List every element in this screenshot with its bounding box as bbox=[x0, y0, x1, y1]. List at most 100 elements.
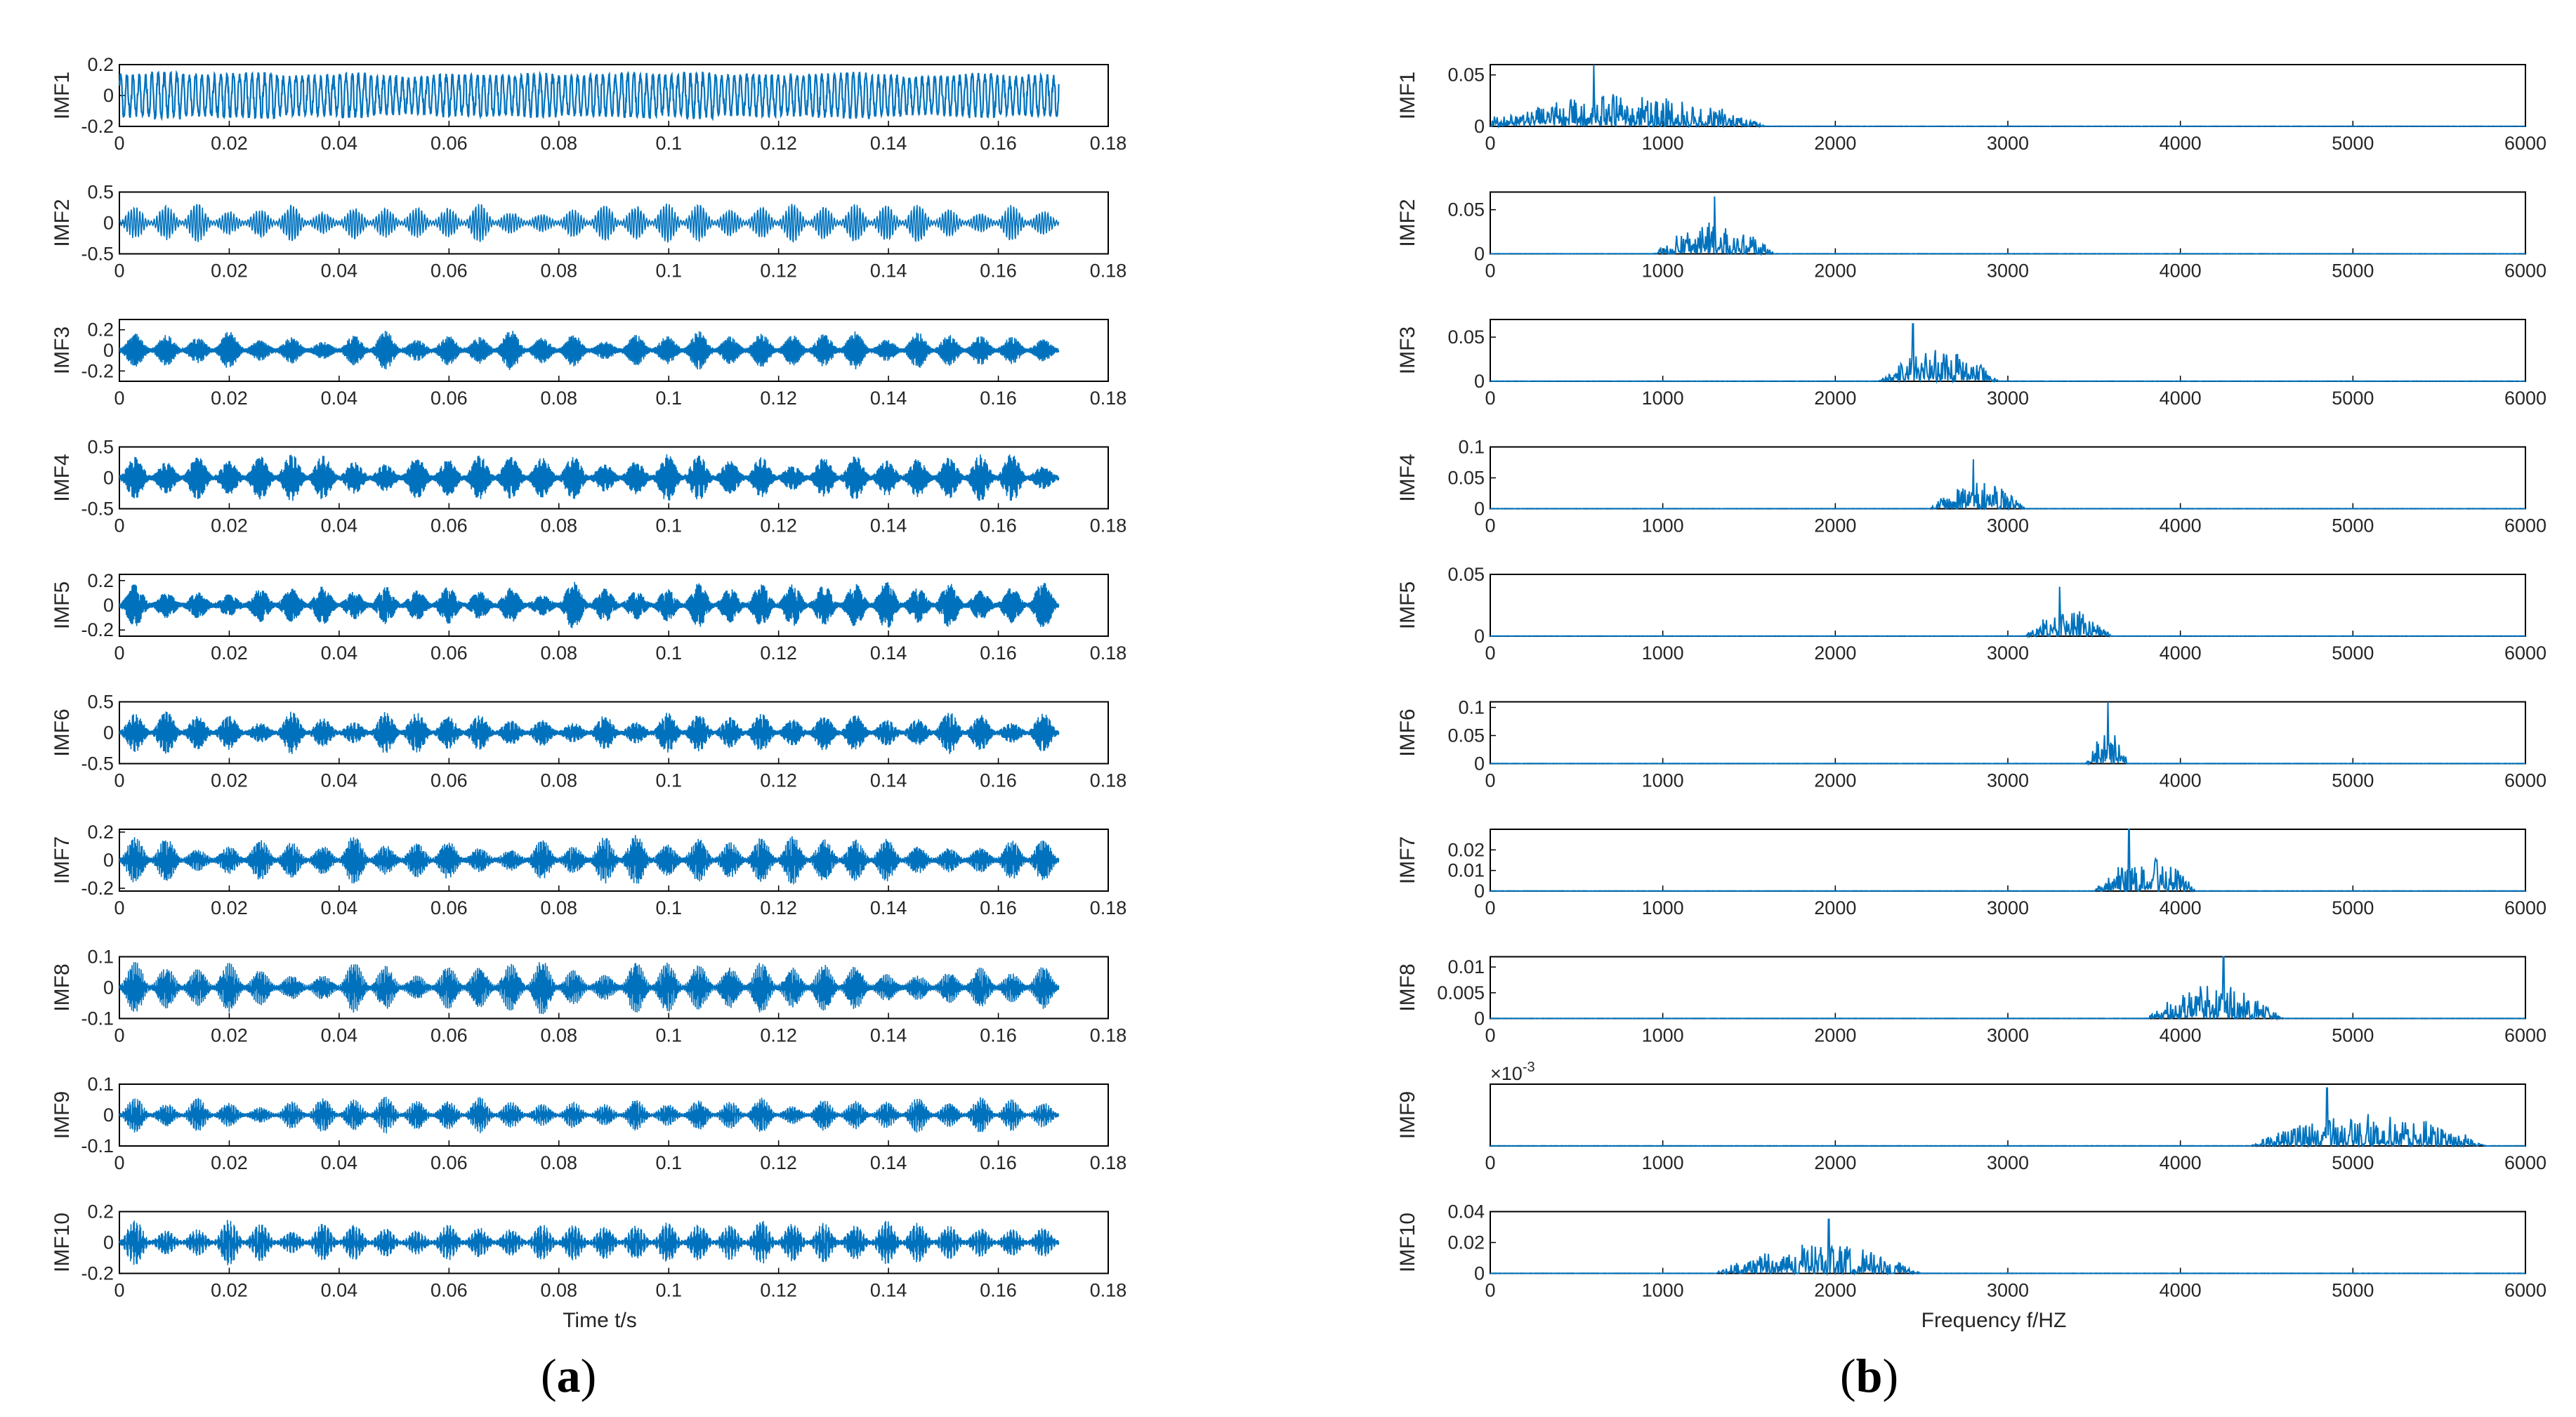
y-tick-label: 0 bbox=[103, 85, 114, 106]
y-tick-label: 0 bbox=[103, 340, 114, 361]
y-tick-label: 0.1 bbox=[87, 1074, 114, 1095]
x-tick-label: 0.16 bbox=[980, 515, 1017, 536]
x-tick-label: 2000 bbox=[1814, 770, 1856, 791]
x-tick-label: 0.18 bbox=[1090, 388, 1127, 409]
x-tick-label: 6000 bbox=[2504, 1152, 2547, 1173]
y-tick-label: 0 bbox=[1474, 371, 1485, 392]
y-tick-label: 0.05 bbox=[1447, 564, 1485, 585]
x-tick-label: 0.12 bbox=[760, 1152, 797, 1173]
x-tick-label: 0.1 bbox=[655, 770, 682, 791]
y-axis-label: IMF9 bbox=[51, 1091, 74, 1139]
x-tick-label: 0.06 bbox=[431, 1025, 468, 1046]
b-imf7-axes-box bbox=[1490, 829, 2526, 892]
panel-b-label: (b) bbox=[1840, 1349, 1899, 1402]
x-tick-label: 0 bbox=[114, 388, 124, 409]
y-tick-label: 0.5 bbox=[87, 182, 114, 203]
x-tick-label: 0.14 bbox=[870, 515, 907, 536]
x-tick-label: 0.04 bbox=[321, 642, 358, 664]
x-tick-label: 0.16 bbox=[980, 1025, 1017, 1046]
a-subplot-imf7: 0 0.02 0.04 0.06 0.08 0.1 0.12 0.14 0.16 0.18 0.2 0… bbox=[51, 822, 1126, 918]
y-tick-label: 0.01 bbox=[1447, 956, 1485, 977]
b-imf8-axes-box bbox=[1490, 956, 2526, 1020]
x-tick-label: 0.04 bbox=[321, 1025, 358, 1046]
x-tick-label: 0.18 bbox=[1090, 133, 1127, 154]
y-tick-label: 0.2 bbox=[87, 1201, 114, 1222]
x-tick-label: 0.18 bbox=[1090, 1152, 1127, 1173]
y-tick-label: -0.5 bbox=[81, 244, 114, 265]
y-tick-label: 0 bbox=[1474, 1008, 1485, 1029]
a-subplot-imf4: 0 0.02 0.04 0.06 0.08 0.1 0.12 0.14 0.16 0.18 0.5 0… bbox=[51, 437, 1126, 536]
y-tick-label: 0.2 bbox=[87, 570, 114, 591]
x-tick-label: 3000 bbox=[1987, 1152, 2029, 1173]
b-imf10-axes-box bbox=[1490, 1211, 2526, 1274]
y-axis-label: IMF10 bbox=[51, 1213, 74, 1272]
y-axis-label: IMF6 bbox=[51, 708, 74, 756]
x-tick-label: 0.16 bbox=[980, 261, 1017, 282]
x-tick-label: 0.12 bbox=[760, 515, 797, 536]
x-tick-label: 0.08 bbox=[540, 261, 577, 282]
x-tick-label: 0.04 bbox=[321, 1152, 358, 1173]
a-imf10-waveform bbox=[119, 1220, 1060, 1265]
y-axis-label: IMF5 bbox=[51, 581, 74, 629]
b-subplot-imf3: 0 1000 2000 3000 4000 5000 6000 0 0.05 IMF3 bbox=[1396, 319, 2547, 409]
x-tick-label: 0.02 bbox=[211, 1280, 248, 1301]
panel-a-time-domain: 0 0.02 0.04 0.06 0.08 0.1 0.12 0.14 0.16 0.180.20… bbox=[51, 54, 1126, 1332]
x-tick-label: 0.18 bbox=[1090, 261, 1127, 282]
x-tick-label: 0 bbox=[114, 1280, 124, 1301]
b-imf3-axes-box bbox=[1490, 319, 2526, 382]
a-imf3-waveform bbox=[119, 331, 1060, 371]
y-tick-label: 0 bbox=[103, 468, 114, 489]
y-tick-label: 0.5 bbox=[87, 692, 114, 713]
x-tick-label: 0 bbox=[114, 133, 124, 154]
x-tick-label: 0.02 bbox=[211, 261, 248, 282]
x-tick-label: 6000 bbox=[2504, 642, 2547, 664]
y-tick-label: 0 bbox=[1474, 116, 1485, 137]
x-tick-label: 0.02 bbox=[211, 133, 248, 154]
x-tick-label: 6000 bbox=[2504, 1280, 2547, 1301]
x-tick-label: 0.04 bbox=[321, 897, 358, 918]
x-tick-label: 0.02 bbox=[211, 770, 248, 791]
b-imf5-axes-box bbox=[1490, 574, 2526, 637]
a-subplot-imf9: 0 0.02 0.04 0.06 0.08 0.1 0.12 0.14 0.16 0.18 0.1 0… bbox=[51, 1074, 1126, 1173]
x-tick-label: 0 bbox=[114, 1152, 124, 1173]
x-tick-label: 4000 bbox=[2160, 133, 2202, 154]
y-tick-label: 0.01 bbox=[1447, 860, 1485, 881]
y-tick-label: 0.05 bbox=[1447, 65, 1485, 86]
b-imf6-axes-box bbox=[1490, 701, 2526, 765]
x-tick-label: 0.12 bbox=[760, 897, 797, 918]
x-tick-label: 6000 bbox=[2504, 515, 2547, 536]
y-axis-label: IMF6 bbox=[1396, 708, 1419, 756]
x-tick-label: 0.06 bbox=[431, 261, 468, 282]
x-tick-label: 4000 bbox=[2160, 388, 2202, 409]
b-subplot-imf9: 0 1000 2000 3000 4000 5000 6000 ×10-3 IMF9 bbox=[1396, 1060, 2547, 1173]
x-tick-label: 0.1 bbox=[655, 261, 682, 282]
x-tick-label: 0.08 bbox=[540, 133, 577, 154]
x-tick-label: 0 bbox=[1485, 1025, 1495, 1046]
x-tick-label: 0 bbox=[1485, 133, 1495, 154]
a-subplot-imf3: 0 0.02 0.04 0.06 0.08 0.1 0.12 0.14 0.16 0.180.20… bbox=[51, 319, 1126, 409]
y-tick-label: 0.05 bbox=[1447, 327, 1485, 348]
a-imf6-waveform bbox=[119, 711, 1060, 754]
y-tick-label: -0.2 bbox=[81, 619, 114, 640]
a-imf1-waveform bbox=[118, 70, 1060, 121]
y-axis-label: IMF7 bbox=[1396, 836, 1419, 884]
b-imf3-spectrum bbox=[1490, 323, 2526, 384]
y-tick-label: 0 bbox=[1474, 1263, 1485, 1284]
y-tick-label: 0.2 bbox=[87, 319, 114, 341]
x-tick-label: 0.08 bbox=[540, 770, 577, 791]
x-tick-label: 5000 bbox=[2332, 897, 2374, 918]
b-subplot-imf6: 0 1000 2000 3000 4000 5000 6000 0 0.05 0.1 IMF6 bbox=[1396, 697, 2547, 791]
x-tick-label: 1000 bbox=[1642, 1152, 1684, 1173]
x-tick-label: 0.16 bbox=[980, 770, 1017, 791]
x-tick-label: 0.16 bbox=[980, 133, 1017, 154]
x-tick-label: 3000 bbox=[1987, 770, 2029, 791]
b-subplot-imf7: 0 1000 2000 3000 4000 5000 6000 00.010.02 IMF7 bbox=[1396, 829, 2547, 918]
x-tick-label: 0.06 bbox=[431, 133, 468, 154]
b-imf10-spectrum bbox=[1490, 1218, 2526, 1277]
y-tick-label: 0.05 bbox=[1447, 725, 1485, 746]
x-tick-label: 0.04 bbox=[321, 261, 358, 282]
x-tick-label: 0 bbox=[1485, 388, 1495, 409]
x-tick-label: 0.14 bbox=[870, 1025, 907, 1046]
x-tick-label: 2000 bbox=[1814, 897, 1856, 918]
x-tick-label: 0.1 bbox=[655, 642, 682, 664]
